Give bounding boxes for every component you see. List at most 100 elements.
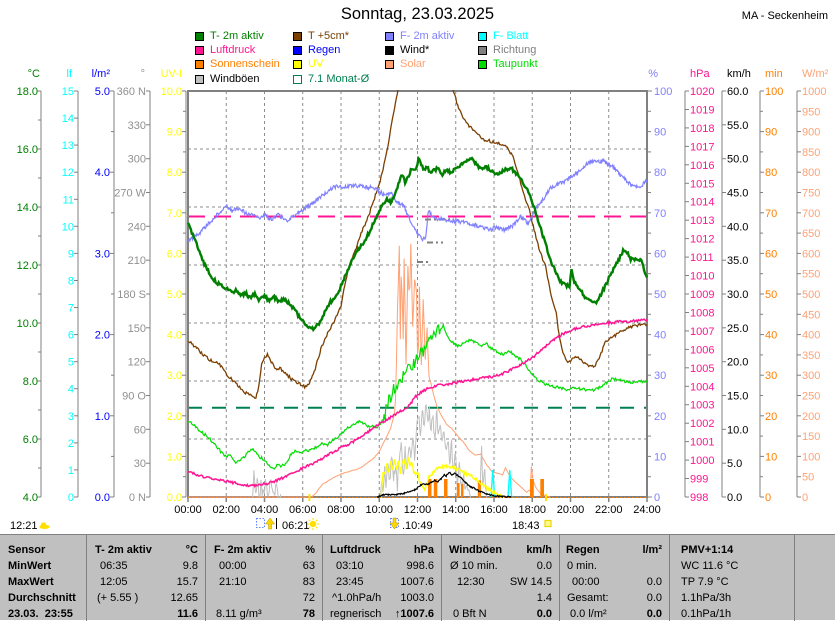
svg-text:12: 12 — [62, 167, 74, 179]
svg-text:18:43: 18:43 — [512, 520, 540, 532]
svg-text:50: 50 — [802, 472, 814, 484]
svg-text:70: 70 — [765, 208, 777, 220]
svg-text:20.0: 20.0 — [727, 357, 748, 369]
svg-text:18.0: 18.0 — [17, 86, 38, 98]
svg-text:5.0: 5.0 — [727, 458, 742, 470]
svg-text:9: 9 — [68, 248, 74, 260]
svg-text:16.0: 16.0 — [17, 144, 38, 156]
svg-text:1012: 1012 — [690, 234, 714, 246]
svg-text:°: ° — [141, 68, 145, 80]
svg-text:16:00: 16:00 — [480, 504, 508, 516]
svg-text:1000: 1000 — [802, 86, 826, 98]
svg-text:5: 5 — [68, 357, 74, 369]
svg-text:240: 240 — [128, 221, 146, 233]
svg-text:360 N: 360 N — [117, 86, 146, 98]
svg-text:12:21: 12:21 — [10, 520, 38, 532]
svg-text:1006: 1006 — [690, 344, 714, 356]
svg-text:0.0: 0.0 — [167, 492, 182, 504]
svg-text:40: 40 — [654, 330, 666, 342]
svg-text:25.0: 25.0 — [727, 323, 748, 335]
svg-text:300: 300 — [802, 370, 820, 382]
svg-text:550: 550 — [802, 269, 820, 281]
svg-text:0 N: 0 N — [129, 492, 146, 504]
svg-text:min: min — [765, 68, 783, 80]
svg-text:100: 100 — [802, 451, 820, 463]
svg-text:2: 2 — [68, 438, 74, 450]
svg-text:210: 210 — [128, 255, 146, 267]
svg-text:270 W: 270 W — [114, 188, 146, 200]
svg-text:14.0: 14.0 — [17, 202, 38, 214]
svg-text:06:21: 06:21 — [282, 520, 310, 532]
svg-text:1007: 1007 — [690, 326, 714, 338]
svg-text:6: 6 — [68, 330, 74, 342]
svg-text:04:00: 04:00 — [251, 504, 279, 516]
svg-text:1001: 1001 — [690, 437, 714, 449]
svg-text:1.0: 1.0 — [95, 411, 110, 423]
svg-text:20:00: 20:00 — [557, 504, 585, 516]
svg-text:1014: 1014 — [690, 197, 714, 209]
svg-text:00:00: 00:00 — [174, 504, 202, 516]
svg-text:850: 850 — [802, 147, 820, 159]
svg-text:300: 300 — [128, 154, 146, 166]
svg-text:.10:49: .10:49 — [402, 520, 433, 532]
svg-text:18:00: 18:00 — [518, 504, 546, 516]
svg-text:200: 200 — [802, 411, 820, 423]
svg-text:450: 450 — [802, 309, 820, 321]
svg-text:30: 30 — [654, 370, 666, 382]
svg-text:hPa: hPa — [690, 68, 710, 80]
svg-text:12:00: 12:00 — [404, 504, 432, 516]
svg-text:120: 120 — [128, 357, 146, 369]
svg-text:1020: 1020 — [690, 86, 714, 98]
svg-text:150: 150 — [802, 431, 820, 443]
svg-text:50: 50 — [654, 289, 666, 301]
svg-text:20: 20 — [654, 411, 666, 423]
svg-text:1004: 1004 — [690, 381, 714, 393]
svg-text:55.0: 55.0 — [727, 120, 748, 132]
svg-text:0: 0 — [654, 492, 660, 504]
svg-text:8: 8 — [68, 276, 74, 288]
svg-text:700: 700 — [802, 208, 820, 220]
svg-text:40: 40 — [765, 330, 777, 342]
svg-text:250: 250 — [802, 391, 820, 403]
svg-text:0: 0 — [802, 492, 808, 504]
svg-text:1015: 1015 — [690, 178, 714, 190]
svg-text:10: 10 — [62, 221, 74, 233]
svg-text:2.0: 2.0 — [167, 411, 182, 423]
svg-text:22:00: 22:00 — [595, 504, 623, 516]
svg-text:1009: 1009 — [690, 289, 714, 301]
svg-text:600: 600 — [802, 248, 820, 260]
svg-text:6.0: 6.0 — [167, 248, 182, 260]
svg-text:500: 500 — [802, 289, 820, 301]
svg-text:45.0: 45.0 — [727, 188, 748, 200]
svg-text:80: 80 — [765, 167, 777, 179]
svg-text:60: 60 — [654, 248, 666, 260]
svg-text:35.0: 35.0 — [727, 255, 748, 267]
svg-text:350: 350 — [802, 350, 820, 362]
svg-text:180 S: 180 S — [117, 289, 146, 301]
svg-text:1000: 1000 — [690, 455, 714, 467]
svg-text:950: 950 — [802, 106, 820, 118]
svg-text:7: 7 — [68, 303, 74, 315]
svg-text:100: 100 — [654, 86, 672, 98]
svg-text:0: 0 — [68, 492, 74, 504]
svg-text:90: 90 — [765, 127, 777, 139]
svg-text:15: 15 — [62, 86, 74, 98]
svg-text:13: 13 — [62, 140, 74, 152]
svg-text:02:00: 02:00 — [212, 504, 240, 516]
svg-text:10.0: 10.0 — [727, 424, 748, 436]
svg-text:60: 60 — [134, 424, 146, 436]
svg-text:50.0: 50.0 — [727, 154, 748, 166]
svg-text:°C: °C — [28, 68, 40, 80]
svg-text:400: 400 — [802, 330, 820, 342]
svg-text:900: 900 — [802, 127, 820, 139]
svg-text:14:00: 14:00 — [442, 504, 470, 516]
svg-text:60: 60 — [765, 248, 777, 260]
svg-text:1013: 1013 — [690, 215, 714, 227]
svg-text:750: 750 — [802, 188, 820, 200]
svg-text:2.0: 2.0 — [95, 330, 110, 342]
svg-text:1: 1 — [68, 465, 74, 477]
svg-text:24:00: 24:00 — [633, 504, 661, 516]
svg-text:4.0: 4.0 — [167, 330, 182, 342]
svg-text:%: % — [648, 68, 658, 80]
svg-text:9.0: 9.0 — [167, 127, 182, 139]
